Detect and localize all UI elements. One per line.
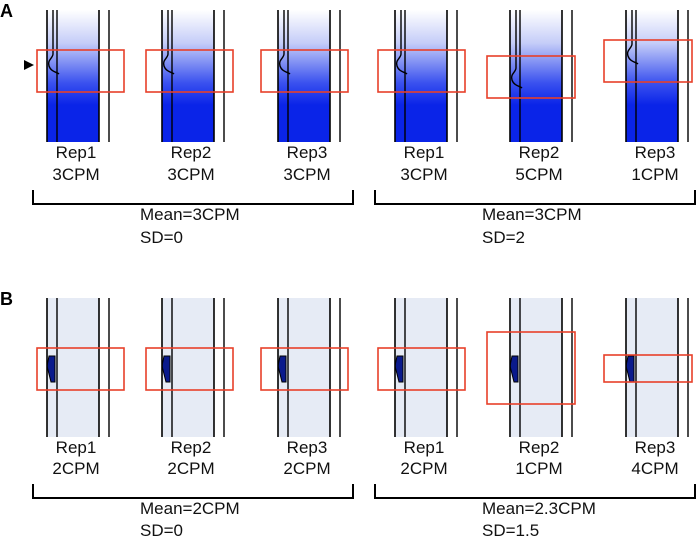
- panel-a: ARep13CPMRep23CPMRep33CPMMean=3CPMSD=0Re…: [0, 1, 696, 247]
- replicate-label: Rep3: [635, 143, 676, 162]
- cpm-value: 3CPM: [52, 165, 99, 184]
- cpm-value: 2CPM: [52, 459, 99, 478]
- gel-lane-gradient: [278, 10, 330, 142]
- mean-label: Mean=3CPM: [140, 205, 240, 224]
- group-bracket: [32, 484, 354, 499]
- cpm-value: 5CPM: [515, 165, 562, 184]
- sample-profile: [395, 10, 408, 75]
- replicate-label: Rep1: [404, 438, 445, 457]
- lane: Rep2 5CPM: [486, 10, 576, 184]
- lane: Rep3 2CPM: [260, 298, 349, 478]
- replicate-label: Rep3: [635, 438, 676, 457]
- lane: Rep2 2CPM: [145, 298, 234, 478]
- cpm-value: 3CPM: [283, 165, 330, 184]
- group-bracket: [32, 190, 354, 205]
- quantification-box: [36, 49, 125, 93]
- replicate-label: Rep2: [519, 438, 560, 457]
- quantification-box: [377, 347, 466, 391]
- sd-label: SD=2: [482, 228, 525, 247]
- cpm-value: 1CPM: [515, 459, 562, 478]
- cpm-value: 2CPM: [167, 459, 214, 478]
- replicate-label: Rep3: [287, 143, 328, 162]
- triangle-right-icon: [24, 60, 34, 70]
- panel-b: BRep12CPMRep22CPMRep32CPMMean=2CPMSD=0Re…: [0, 289, 696, 538]
- quantification-box: [260, 49, 349, 93]
- replicate-label: Rep1: [56, 143, 97, 162]
- group-1: Rep1 3CPM Rep2 3CPM Rep3 3CPM Mean=3CPM SD=0: [32, 10, 354, 247]
- cpm-value: 1CPM: [631, 165, 678, 184]
- sample-profile: [278, 10, 291, 75]
- panel-letter: A: [0, 1, 13, 21]
- lane: Rep1 2CPM: [36, 298, 125, 478]
- gel-lane-light: [626, 298, 678, 437]
- sample-profile: [626, 10, 639, 65]
- mean-label: Mean=3CPM: [482, 205, 582, 224]
- sample-profile: [162, 10, 175, 75]
- quantification-box: [260, 347, 349, 391]
- lane: Rep3 3CPM: [260, 10, 349, 184]
- quantification-box: [486, 55, 576, 99]
- quantification-box: [145, 49, 234, 93]
- replicate-label: Rep1: [56, 438, 97, 457]
- lane: Rep3 1CPM: [603, 10, 693, 184]
- cpm-value: 2CPM: [283, 459, 330, 478]
- sample-profile: [510, 10, 523, 89]
- quantification-box: [603, 354, 693, 383]
- gel-lane-gradient: [626, 10, 678, 142]
- quantification-box: [603, 39, 693, 83]
- lane: Rep1 2CPM: [377, 298, 466, 478]
- quantification-box: [36, 347, 125, 391]
- group-2: Rep1 3CPM Rep2 5CPM Rep3 1CPM Mean=3CPM SD=2: [374, 10, 696, 247]
- replicate-label: Rep2: [519, 143, 560, 162]
- replicate-label: Rep3: [287, 438, 328, 457]
- cpm-value: 3CPM: [167, 165, 214, 184]
- mean-label: Mean=2.3CPM: [482, 499, 596, 518]
- gel-lane-gradient: [510, 10, 562, 142]
- gel-lane-gradient: [47, 10, 99, 142]
- gel-lane-light: [395, 298, 447, 437]
- gel-lane-light: [162, 298, 214, 437]
- cpm-value: 2CPM: [400, 459, 447, 478]
- lane: Rep3 4CPM: [603, 298, 693, 478]
- sd-label: SD=0: [140, 228, 183, 247]
- group-2: Rep1 2CPM Rep2 1CPM Rep3 4CPM Mean=2.3CPM SD=1.…: [374, 298, 696, 538]
- mean-label: Mean=2CPM: [140, 499, 240, 518]
- cpm-value: 4CPM: [631, 459, 678, 478]
- lane: Rep2 1CPM: [486, 298, 576, 478]
- gel-lane-light: [510, 298, 562, 437]
- quantification-box: [145, 347, 234, 391]
- quantification-box: [486, 331, 576, 405]
- lane: Rep2 3CPM: [145, 10, 234, 184]
- lane: Rep1 3CPM: [377, 10, 466, 184]
- cpm-value: 3CPM: [400, 165, 447, 184]
- sd-label: SD=1.5: [482, 521, 539, 538]
- group-1: Rep1 2CPM Rep2 2CPM Rep3 2CPM Mean=2CPM SD=0: [32, 298, 354, 538]
- gel-lane-light: [278, 298, 330, 437]
- group-bracket: [374, 484, 696, 499]
- quantification-box: [377, 49, 466, 93]
- replicate-label: Rep1: [404, 143, 445, 162]
- gel-lane-gradient: [162, 10, 214, 142]
- replicate-label: Rep2: [171, 143, 212, 162]
- gel-lane-light: [47, 298, 99, 437]
- replicate-label: Rep2: [171, 438, 212, 457]
- sample-profile: [47, 10, 60, 75]
- panel-letter: B: [0, 289, 13, 309]
- sd-label: SD=0: [140, 521, 183, 538]
- lane: Rep1 3CPM: [36, 10, 125, 184]
- gel-lane-gradient: [395, 10, 447, 142]
- group-bracket: [374, 190, 696, 205]
